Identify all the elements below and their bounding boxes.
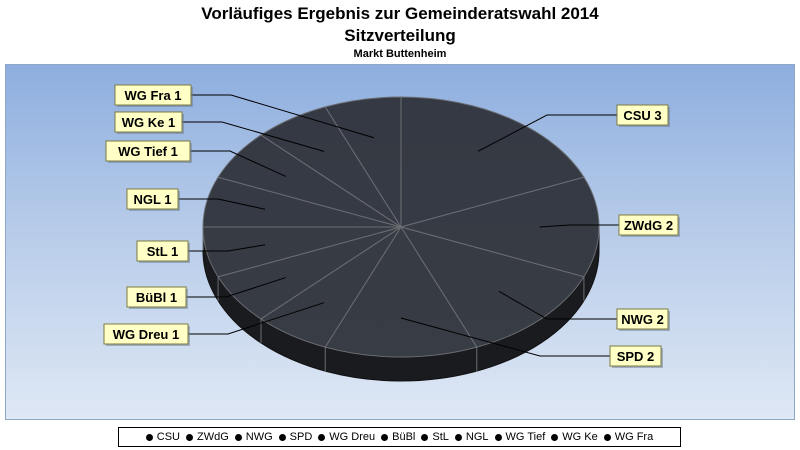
legend-marker-icon: [551, 433, 559, 441]
pie-slice-zwdg: [399, 176, 600, 278]
chart-caption: Markt Buttenheim: [353, 48, 447, 60]
callout-box: [616, 104, 669, 126]
legend-marker-icon: [494, 433, 502, 441]
callout-box: [136, 240, 189, 262]
callout-line: [178, 198, 266, 210]
legend-label: NWG: [245, 431, 273, 443]
callout-line: [182, 121, 325, 152]
legend-label: StL: [432, 431, 449, 443]
callout-label: StL 1: [147, 244, 179, 259]
callout-label: BüBl 1: [136, 290, 177, 305]
callout-box: [609, 345, 662, 367]
callout-label: NGL 1: [133, 192, 171, 207]
legend-label: WG Ke: [562, 431, 598, 443]
legend-item: StL: [421, 431, 449, 443]
legend-label: BüBl: [392, 431, 416, 443]
callout-box: [114, 84, 192, 106]
legend-item: WG Tief: [494, 431, 546, 443]
callout-box: [114, 111, 183, 133]
legend-marker-icon: [318, 433, 326, 441]
pie-slice-csu: [400, 96, 585, 228]
legend-item: WG Fra: [603, 431, 654, 443]
legend-marker-icon: [421, 433, 429, 441]
chart-title: Vorläufiges Ergebnis zur Gemeinderatswah…: [201, 4, 599, 23]
legend-item: NWG: [234, 431, 273, 443]
legend-item: WG Dreu: [318, 431, 375, 443]
legend-item: BüBl: [381, 431, 415, 443]
legend-marker-icon: [454, 433, 462, 441]
callout-label: NWG 2: [621, 312, 664, 327]
legend-label: ZWdG: [197, 431, 229, 443]
callout-box: [105, 140, 191, 162]
legend-label: WG Fra: [614, 431, 654, 443]
pie-slice-nwg: [399, 226, 585, 348]
legend-marker-icon: [145, 433, 153, 441]
legend-marker-icon: [278, 433, 286, 441]
callout-label: WG Dreu 1: [113, 327, 179, 342]
callout-box: [618, 214, 679, 236]
chart-subtitle: Sitzverteilung: [344, 26, 456, 45]
legend-marker-icon: [234, 433, 242, 441]
callout-label: WG Ke 1: [122, 115, 175, 130]
legend-label: WG Tief: [505, 431, 546, 443]
callout-box: [126, 188, 179, 210]
legend-label: SPD: [289, 431, 313, 443]
legend-item: WG Ke: [551, 431, 598, 443]
legend-label: CSU: [156, 431, 180, 443]
callout-box: [616, 308, 669, 330]
callout-line: [539, 224, 619, 228]
callout-label: SPD 2: [617, 349, 655, 364]
legend-marker-icon: [186, 433, 193, 441]
legend-label: WG Dreu: [329, 431, 376, 443]
callout-line: [477, 114, 617, 152]
pie-slice-spd: [324, 226, 478, 358]
legend: CSU ZWdG NWG SPD WG Dreu BüBl StL NGL WG Tief WG …: [118, 427, 681, 447]
legend-label: NGL: [465, 431, 489, 443]
callout-line: [191, 94, 375, 139]
callout-line: [186, 277, 286, 298]
pie-slice-wg-fra: [324, 96, 402, 229]
legend-item: SPD: [278, 431, 313, 443]
legend-item: CSU: [145, 431, 180, 443]
callout-line: [188, 302, 325, 335]
callout-box: [103, 323, 189, 345]
callout-line: [190, 150, 286, 177]
legend-marker-icon: [381, 433, 389, 441]
callout-label: WG Tief 1: [118, 144, 178, 159]
callout-box: [126, 286, 187, 308]
legend-item: ZWdG: [186, 431, 229, 443]
callout-label: CSU 3: [623, 108, 661, 123]
callout-label: ZWdG 2: [624, 218, 673, 233]
legend-marker-icon: [603, 433, 611, 441]
callout-line: [400, 317, 610, 357]
callout-line: [498, 290, 617, 320]
legend-item: NGL: [454, 431, 489, 443]
callout-label: WG Fra 1: [124, 88, 181, 103]
callout-line: [188, 244, 266, 252]
